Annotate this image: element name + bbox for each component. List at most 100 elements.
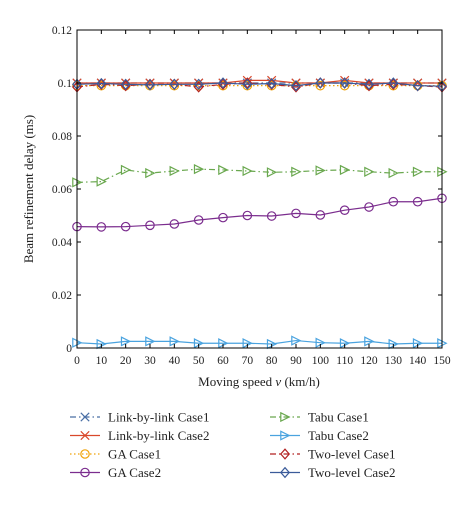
data-point [364, 166, 375, 177]
data-point [120, 221, 131, 232]
data-point [96, 176, 107, 187]
data-point [218, 77, 228, 89]
y-tick-label: 0.1 [58, 78, 73, 90]
y-axis-label: Beam refinement delay (ms) [21, 115, 36, 263]
data-point [96, 77, 107, 90]
legend-item-ga-case2: GA Case2 [70, 465, 161, 480]
legend-label: Two-level Case2 [308, 465, 396, 480]
x-axis-label-variable: v [275, 374, 281, 389]
x-tick-label: 30 [144, 355, 156, 367]
data-point [266, 167, 278, 178]
data-point [145, 167, 156, 179]
data-point [242, 165, 253, 177]
legend-label: Tabu Case2 [308, 428, 369, 443]
x-tick-label: 10 [96, 355, 108, 367]
x-tick-label: 70 [242, 355, 254, 367]
legend-label: GA Case2 [108, 465, 161, 480]
x-tick-label: 150 [433, 355, 451, 367]
data-point [364, 336, 375, 347]
data-point [315, 210, 326, 220]
data-point [218, 164, 229, 176]
x-tick-label: 120 [360, 355, 378, 367]
data-point [266, 77, 277, 90]
data-point [169, 165, 180, 177]
data-point [145, 79, 155, 91]
data-point [96, 222, 107, 232]
legend-label: GA Case1 [108, 447, 161, 462]
data-point [412, 166, 424, 177]
data-point [145, 220, 155, 231]
legend-item-two-level-case2: Two-level Case2 [270, 465, 396, 480]
x-axis-label-suffix: (km/h) [281, 374, 320, 389]
data-point [266, 211, 277, 221]
legend: Link-by-link Case1 Link-by-link Case2 GA C… [70, 410, 396, 480]
data-point [242, 210, 253, 221]
y-tick-label: 0.06 [52, 184, 72, 196]
x-tick-label: 140 [409, 355, 427, 367]
legend-marker [280, 430, 291, 441]
x-tick-label: 0 [74, 355, 80, 367]
legend-marker [280, 448, 290, 460]
x-tick-label: 130 [385, 355, 403, 367]
legend-item-link-by-link-case2: Link-by-link Case2 [70, 428, 209, 443]
data-point [339, 80, 350, 91]
x-tick-label: 80 [266, 355, 278, 367]
data-point [388, 167, 399, 179]
legend-item-tabu-case2: Tabu Case2 [270, 428, 369, 443]
data-point [120, 164, 132, 176]
x-axis-label: Moving speed v (km/h) [198, 374, 320, 389]
data-point [364, 78, 374, 91]
data-point [315, 80, 326, 91]
legend-marker [280, 411, 291, 423]
data-point [412, 79, 423, 92]
x-tick-label: 60 [217, 355, 229, 367]
data-point [364, 202, 374, 212]
data-point [193, 163, 205, 175]
data-point [169, 336, 180, 347]
x-axis: 0 10 20 30 40 50 60 70 80 90 100 110 120 130 140 150 [74, 30, 451, 367]
data-point [412, 196, 423, 207]
data-point [291, 335, 302, 346]
legend-label: Link-by-link Case1 [108, 410, 209, 425]
y-tick-label: 0 [66, 343, 72, 355]
data-point [315, 77, 326, 89]
series-line [76, 82, 443, 87]
legend-label: Link-by-link Case2 [108, 428, 209, 443]
legend-marker [80, 467, 90, 478]
series-line [76, 168, 442, 183]
legend-item-link-by-link-case1: Link-by-link Case1 [70, 410, 209, 425]
x-axis-label-prefix: Moving speed [198, 374, 275, 389]
data-point [339, 77, 350, 89]
data-point [291, 208, 301, 219]
legend-marker [80, 412, 90, 422]
data-point [388, 196, 399, 207]
data-point [315, 165, 326, 176]
data-point [120, 78, 131, 91]
x-tick-label: 90 [290, 355, 302, 367]
x-tick-label: 40 [169, 355, 181, 367]
data-point [218, 212, 228, 223]
x-tick-label: 110 [336, 355, 353, 367]
legend-marker [280, 466, 290, 479]
series-ga-case2 [72, 193, 447, 232]
data-point [291, 79, 301, 92]
legend-item-two-level-case1: Two-level Case1 [270, 447, 396, 462]
series-line [77, 79, 442, 84]
data-point [339, 205, 350, 215]
y-tick-label: 0.02 [52, 290, 72, 302]
x-tick-label: 100 [312, 355, 330, 367]
data-point [193, 78, 204, 91]
y-tick-label: 0.08 [52, 131, 72, 143]
x-tick-label: 20 [120, 355, 132, 367]
legend-item-ga-case1: GA Case1 [70, 447, 161, 462]
data-point [169, 219, 180, 229]
series-line [76, 339, 442, 345]
legend-item-tabu-case1: Tabu Case1 [270, 410, 369, 425]
data-point [120, 336, 132, 347]
data-point [242, 78, 253, 91]
legend-label: Tabu Case1 [308, 410, 369, 425]
data-point [388, 77, 399, 89]
y-tick-label: 0.12 [52, 25, 72, 37]
legend-label: Two-level Case1 [308, 447, 396, 462]
